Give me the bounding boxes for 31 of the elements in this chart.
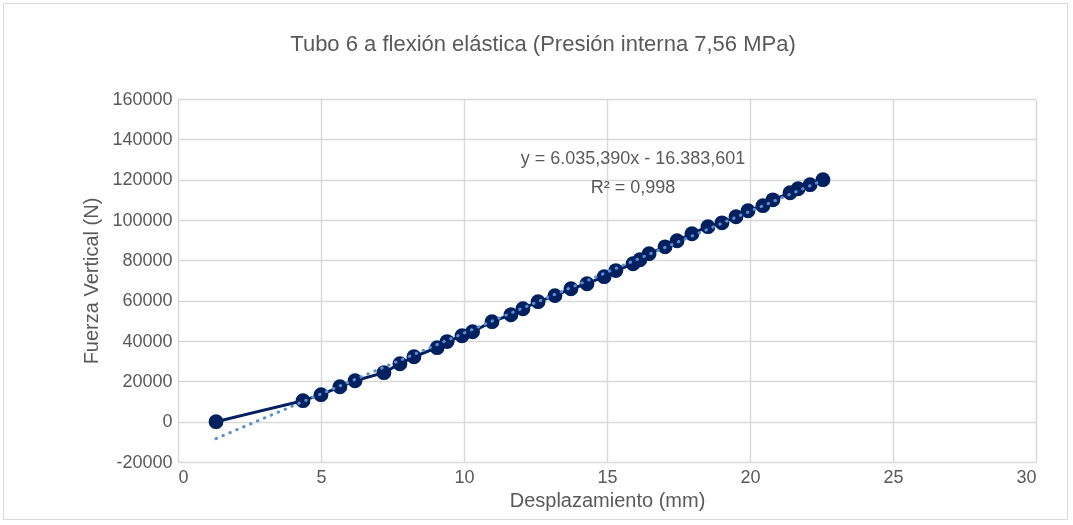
y-tick-label: 140000	[112, 128, 173, 149]
point	[465, 324, 480, 340]
y-tick-label: 60000	[122, 290, 173, 311]
y-tick-label: 120000	[112, 169, 173, 190]
x-tick-label: 25	[883, 466, 904, 487]
point	[669, 233, 685, 249]
x-tick-label: 30	[1016, 466, 1037, 487]
y-tick-label: 0	[162, 411, 173, 432]
x-axis-title: Desplazamiento (mm)	[509, 488, 706, 511]
y-tick-label: -20000	[116, 451, 173, 472]
y-tick-label: 100000	[112, 209, 173, 230]
x-tick-label: 10	[454, 466, 475, 487]
point	[208, 414, 224, 430]
annotation: R² = 0,998	[590, 177, 676, 197]
y-tick-label: 20000	[122, 370, 173, 391]
y-axis-title: Fuerza Vertical (N)	[80, 197, 103, 365]
point	[684, 226, 700, 242]
x-tick-label: 15	[597, 466, 618, 487]
x-tick-label: 5	[316, 466, 327, 487]
point	[608, 263, 624, 279]
point	[376, 365, 392, 381]
y-tick-label: 160000	[112, 88, 173, 109]
point	[815, 172, 831, 188]
point	[392, 356, 408, 372]
y-tick-label: 40000	[122, 330, 173, 351]
x-tick-label: 20	[740, 466, 761, 487]
annotation: y = 6.035,390x - 16.383,601	[520, 148, 746, 168]
point	[547, 288, 563, 304]
chart-title: Tubo 6 a flexión elástica (Presión interna 7,56 MPa)	[290, 31, 796, 56]
y-tick-label: 80000	[122, 249, 173, 270]
x-tick-label: 0	[178, 466, 189, 487]
